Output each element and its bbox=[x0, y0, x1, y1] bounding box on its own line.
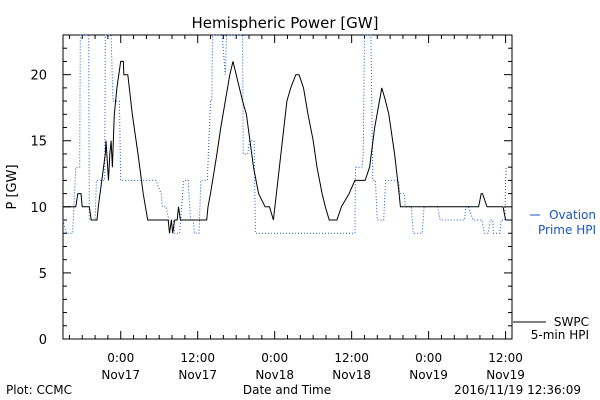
y-axis: 0 5 10 15 20 bbox=[30, 34, 512, 348]
footer-timestamp: 2016/11/19 12:36:09 bbox=[454, 383, 581, 397]
plot-frame bbox=[62, 34, 513, 340]
x-axis: 0:00 Nov17 12:00 Nov17 0:00 Nov18 12:00 Nov18 0:… bbox=[68, 35, 525, 382]
swpc-5min-hpi-line bbox=[63, 60, 512, 234]
legend-ovation-line2: Prime HPI bbox=[538, 223, 596, 237]
y-axis-label: P [GW] bbox=[5, 164, 20, 209]
footer-plot-credit: Plot: CCMC bbox=[6, 383, 72, 397]
legend-ovation: Ovation Prime HPI bbox=[530, 208, 596, 237]
chart-title: Hemispheric Power [GW] bbox=[192, 14, 379, 32]
x-tick-label-time: 12:00 bbox=[180, 351, 215, 365]
y-tick-label: 20 bbox=[30, 69, 47, 84]
y-tick-label: 10 bbox=[30, 201, 47, 216]
x-axis-label: Date and Time bbox=[243, 383, 331, 397]
x-tick-label-time: 0:00 bbox=[107, 351, 134, 365]
y-tick-label: 15 bbox=[30, 135, 47, 150]
x-tick-label-time: 12:00 bbox=[334, 351, 369, 365]
x-tick-label-time: 12:00 bbox=[488, 351, 523, 365]
x-tick-label-date: Nov19 bbox=[409, 368, 448, 382]
x-tick-label-time: 0:00 bbox=[415, 351, 442, 365]
x-tick-label-date: Nov18 bbox=[255, 368, 294, 382]
series-layer bbox=[62, 34, 512, 234]
y-tick-label: 5 bbox=[39, 267, 47, 282]
y-tick-label: 0 bbox=[39, 333, 47, 348]
x-tick-label-date: Nov17 bbox=[178, 368, 217, 382]
legend-swpc-line2: 5-min HPI bbox=[531, 328, 589, 342]
x-tick-label-date: Nov19 bbox=[486, 368, 525, 382]
x-tick-label-date: Nov17 bbox=[101, 368, 140, 382]
legend-swpc-line1: SWPC bbox=[554, 315, 589, 329]
legend-swpc: SWPC 5-min HPI bbox=[513, 315, 589, 342]
legend-ovation-line1: Ovation bbox=[549, 208, 596, 222]
x-tick-label-date: Nov18 bbox=[332, 368, 371, 382]
x-tick-label-time: 0:00 bbox=[261, 351, 288, 365]
ovation-prime-hpi-line bbox=[62, 34, 507, 234]
